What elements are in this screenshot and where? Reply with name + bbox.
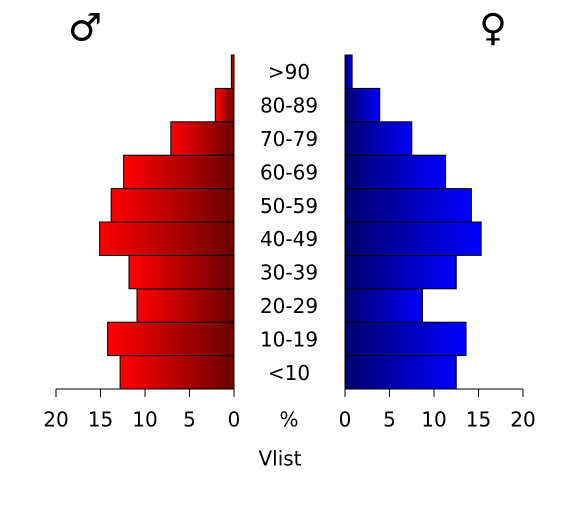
x-tick-label: 0 <box>339 408 352 432</box>
bar-female <box>344 355 457 390</box>
x-tick-label: 5 <box>383 408 396 432</box>
legend-male: ♂ <box>68 6 102 50</box>
bar-female <box>344 87 381 123</box>
bar-male <box>136 288 235 323</box>
category-label: 50-59 <box>260 194 318 218</box>
center-label: % <box>279 408 298 432</box>
bar-male <box>119 355 235 390</box>
bar-female <box>344 54 353 89</box>
bar-male <box>110 188 235 223</box>
x-tick-label: 20 <box>43 408 68 432</box>
category-label: 10-19 <box>260 327 318 351</box>
category-label: <10 <box>268 361 310 385</box>
bar-female <box>344 321 467 357</box>
category-label: 70-79 <box>260 127 318 151</box>
x-tick-label: 20 <box>510 408 535 432</box>
category-label: 20-29 <box>260 294 318 318</box>
bar-male <box>99 221 235 256</box>
x-tick-label: 10 <box>421 408 446 432</box>
bar-female <box>344 188 472 223</box>
bar-female <box>344 121 413 156</box>
bar-male <box>123 154 235 190</box>
bar-male <box>128 254 235 290</box>
bar-male <box>107 321 235 357</box>
category-label: >90 <box>268 60 310 84</box>
bar-female <box>344 288 423 323</box>
legend-female: ♀ <box>479 6 507 50</box>
bar-male <box>230 54 235 89</box>
bar-female <box>344 254 457 290</box>
x-tick-label: 15 <box>466 408 491 432</box>
category-label: 60-69 <box>260 160 318 184</box>
bar-male <box>214 87 235 123</box>
category-label: 30-39 <box>260 261 318 285</box>
category-label: 40-49 <box>260 227 318 251</box>
x-tick-label: 10 <box>132 408 157 432</box>
bar-female <box>344 154 447 190</box>
category-label: 80-89 <box>260 94 318 118</box>
bar-male <box>170 121 235 156</box>
x-tick-label: 5 <box>183 408 196 432</box>
bar-female <box>344 221 482 256</box>
x-axis-title: Vlist <box>258 447 301 471</box>
x-tick-label: 0 <box>228 408 241 432</box>
x-tick-label: 15 <box>88 408 113 432</box>
